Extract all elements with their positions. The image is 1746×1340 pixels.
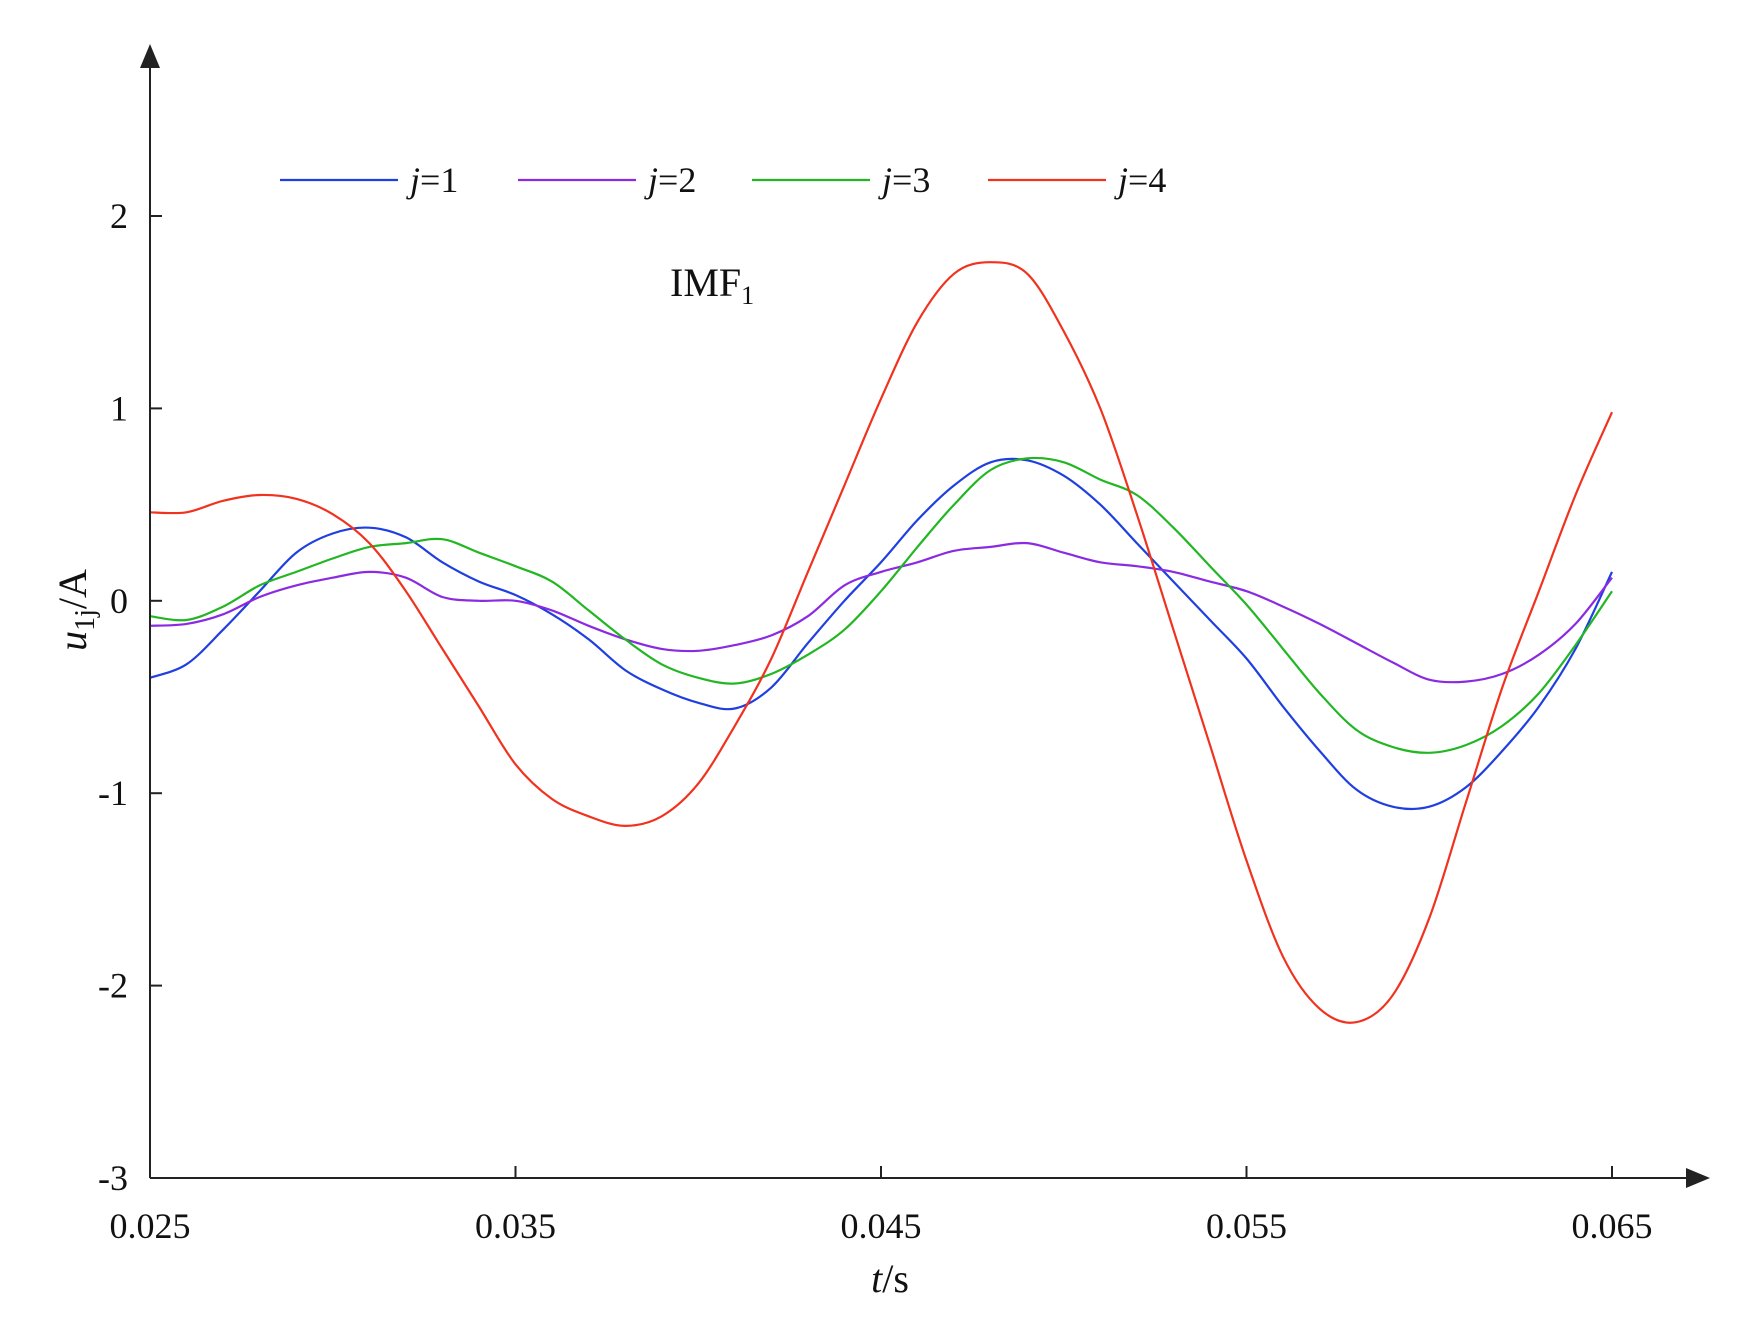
annotation-imf-subscript: 1 bbox=[741, 281, 754, 310]
series-line-4 bbox=[149, 261, 1614, 1024]
legend-op: =1 bbox=[420, 160, 458, 200]
series-lines bbox=[149, 261, 1614, 1024]
legend-var: j bbox=[1114, 160, 1128, 200]
x-tick-label: 0.035 bbox=[475, 1206, 556, 1246]
series-line-1 bbox=[149, 457, 1613, 811]
x-tick-label: 0.065 bbox=[1572, 1206, 1653, 1246]
y-axis-arrow bbox=[140, 44, 160, 68]
y-axis-unit: /A bbox=[50, 569, 95, 609]
legend-var: j bbox=[406, 160, 420, 200]
x-tick-label: 0.055 bbox=[1206, 1206, 1287, 1246]
tick-labels: 0.025 0.035 0.045 0.055 0.065 -3 -2 -1 0 1 2 bbox=[98, 196, 1653, 1246]
series-line-3 bbox=[149, 456, 1613, 754]
axes bbox=[140, 44, 1710, 1188]
y-tick-label: 2 bbox=[110, 196, 128, 236]
x-tick-label: 0.045 bbox=[841, 1206, 922, 1246]
y-tick-label: -1 bbox=[98, 773, 128, 813]
x-axis-title: t/s bbox=[871, 1256, 909, 1301]
legend-label-4: j=4 bbox=[1114, 160, 1166, 200]
y-axis-title: u1j/A bbox=[50, 569, 101, 651]
legend-var: j bbox=[644, 160, 658, 200]
y-axis-subscript: 1j bbox=[70, 609, 101, 631]
y-tick-label: 1 bbox=[110, 388, 128, 428]
legend-var: j bbox=[878, 160, 892, 200]
legend-op: =2 bbox=[658, 160, 696, 200]
y-tick-label: 0 bbox=[110, 581, 128, 621]
x-axis-var: t bbox=[871, 1256, 883, 1301]
x-axis-arrow bbox=[1686, 1168, 1710, 1188]
legend-op: =4 bbox=[1128, 160, 1166, 200]
y-tick-label: -2 bbox=[98, 966, 128, 1006]
legend: j=1 j=2 j=3 j=4 bbox=[280, 160, 1166, 200]
x-tick-label: 0.025 bbox=[110, 1206, 191, 1246]
legend-label-2: j=2 bbox=[644, 160, 696, 200]
x-axis-unit: /s bbox=[882, 1256, 909, 1301]
legend-op: =3 bbox=[892, 160, 930, 200]
legend-label-3: j=3 bbox=[878, 160, 930, 200]
y-axis-var: u bbox=[50, 631, 95, 651]
y-tick-label: -3 bbox=[98, 1158, 128, 1198]
axis-ticks bbox=[149, 215, 1613, 1179]
legend-label-1: j=1 bbox=[406, 160, 458, 200]
annotation-imf: IMF1 bbox=[670, 260, 754, 310]
